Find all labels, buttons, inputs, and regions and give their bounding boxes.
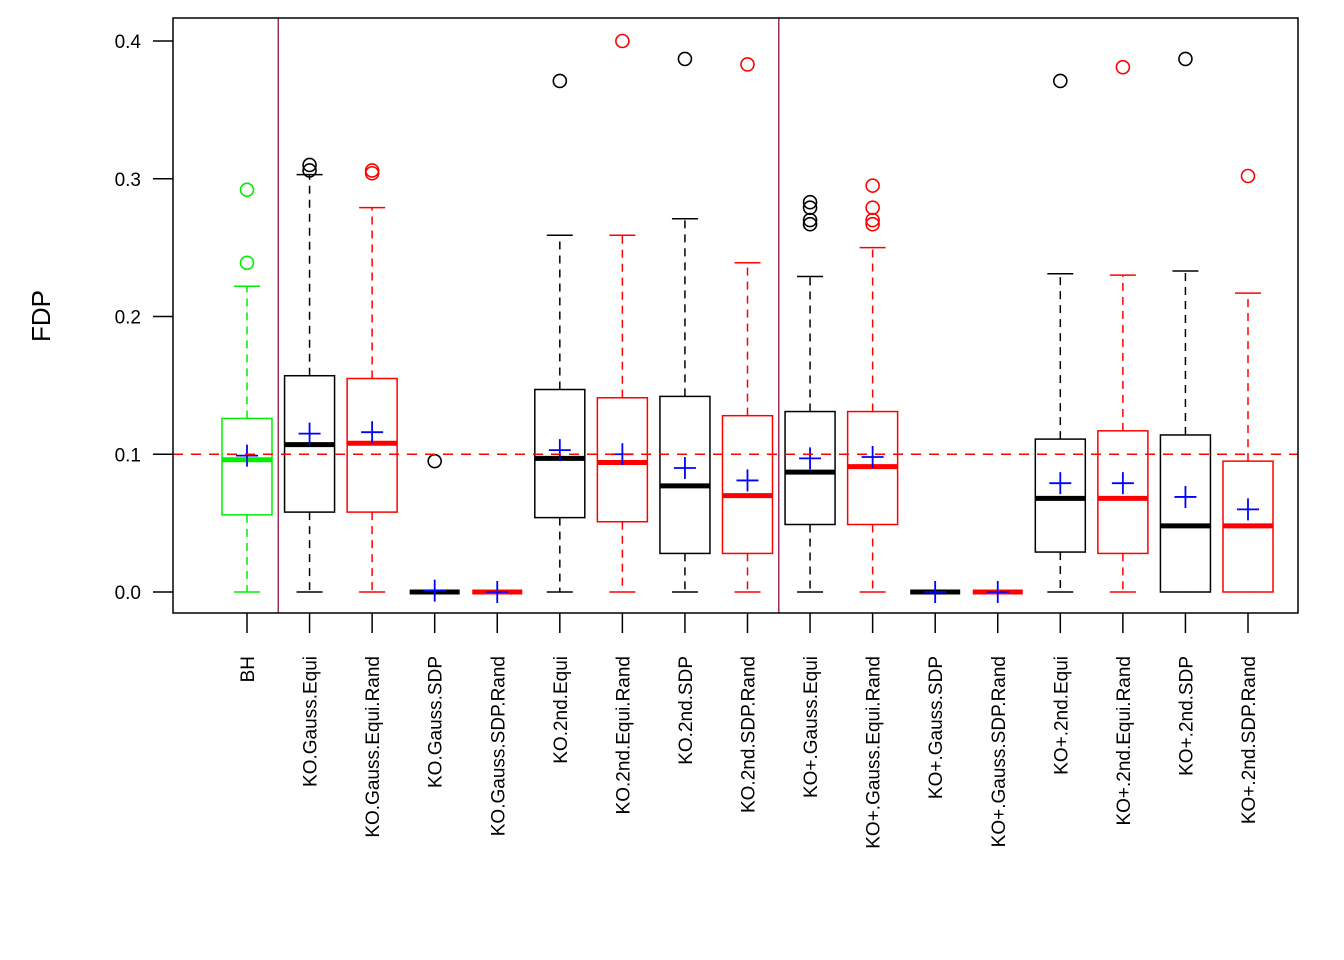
box-group [721,57,774,593]
mean-marker [673,457,696,480]
mean-marker [361,421,384,444]
x-tick-label: KO.2nd.Equi [551,656,572,764]
iqr-box [784,410,836,526]
plot-frame [172,17,1299,614]
x-tick-label: KO.Gauss.SDP [426,656,447,788]
outlier-point [302,163,317,178]
mean-marker [1174,485,1197,508]
outlier-point [740,57,755,72]
box-group [659,51,711,593]
x-tick-label: KO+.Gauss.Equi [801,656,822,798]
outlier-point [1240,168,1256,184]
x-tick-label: KO+.Gauss.SDP [926,656,947,799]
box-group [1034,73,1087,593]
x-tick-label: KO.2nd.SDP.Rand [739,656,760,813]
box-group [1222,168,1274,593]
box-group [1097,59,1149,593]
mean-marker [423,579,446,602]
x-tick-label: KO+.Gauss.SDP.Rand [989,656,1010,847]
mean-marker [736,469,759,492]
x-tick-label: KO.2nd.SDP [676,656,697,765]
outlier-point [802,200,818,215]
y-tick-label: 0.0 [115,583,141,604]
mean-marker [236,444,258,467]
mean-marker [986,581,1009,603]
box-group [1159,51,1212,593]
outlier-point [802,194,818,210]
outlier-point [302,157,317,173]
x-tick-label: KO+.2nd.SDP [1176,656,1197,776]
mean-marker [486,581,509,603]
outlier-point [802,216,818,232]
box-group [596,33,649,593]
box-group [972,581,1023,603]
outlier-point [865,200,880,215]
mean-marker [861,446,884,469]
x-tick-label: KO.2nd.Equi.Rand [613,656,634,814]
mean-marker [1111,472,1134,495]
iqr-box [1034,438,1087,553]
outlier-point [552,73,568,89]
iqr-box [1159,434,1212,593]
outlier-point [865,178,880,193]
iqr-box [1097,430,1149,555]
y-tick-label: 0.1 [115,445,141,466]
x-tick-label: KO.Gauss.Equi [301,656,322,787]
y-tick-label: 0.4 [115,32,142,53]
box-group [846,178,899,593]
x-tick-label: KO+.2nd.SDP.Rand [1239,656,1260,824]
outlier-point [364,163,380,178]
iqr-box [721,414,774,555]
mean-marker [1237,498,1259,521]
box-group [910,581,961,603]
x-tick-label: KO.Gauss.SDP.Rand [488,656,509,836]
x-tick-label: KO+.2nd.Equi [1051,656,1072,775]
mean-marker [298,422,321,445]
outlier-point [677,51,693,67]
iqr-box [659,395,711,555]
y-tick-label: 0.2 [115,308,141,329]
box-group [784,194,836,593]
x-tick-label: KO+.2nd.Equi.Rand [1114,656,1135,826]
y-axis-label: FDP [26,290,56,342]
x-tick-label: KO.Gauss.Equi.Rand [363,656,384,838]
outlier-point [239,182,255,198]
axes: 0.0 0.1 0.2 0.3 0.4 BH KO.Gauss.Equi KO.Gauss.E… [115,17,1299,849]
x-tick-label: BH [238,656,259,682]
x-tick-label: KO+.Gauss.Equi.Rand [864,656,885,849]
iqr-box [596,397,649,523]
box-group [283,157,336,593]
plot-marks [173,18,1298,613]
outlier-point [239,255,255,271]
outlier-point [615,33,630,49]
outlier-point [1178,51,1193,67]
box-group [221,182,273,593]
outlier-point [1053,73,1068,89]
mean-marker [924,581,947,603]
mean-marker [548,439,571,462]
box-group [472,581,523,603]
box-group [346,163,398,593]
outlier-point [1115,59,1131,75]
mean-marker [799,447,822,470]
outlier-point [865,216,880,232]
mean-marker [1049,472,1072,495]
y-tick-label: 0.3 [115,170,141,191]
iqr-box [221,417,273,516]
